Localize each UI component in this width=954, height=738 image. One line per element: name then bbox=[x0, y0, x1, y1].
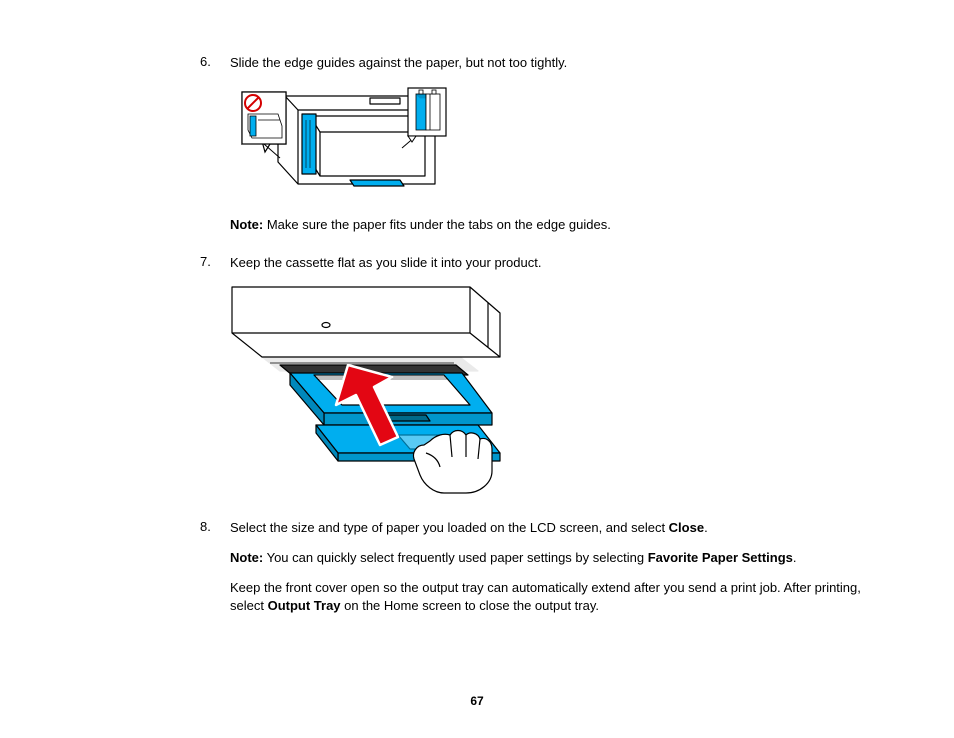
note-text-post: . bbox=[793, 550, 797, 565]
note-text: Make sure the paper fits under the tabs … bbox=[263, 217, 611, 232]
step-6: 6. Slide the edge guides against the pap… bbox=[200, 54, 864, 246]
para-bold: Output Tray bbox=[268, 598, 341, 613]
para-post: on the Home screen to close the output t… bbox=[341, 598, 599, 613]
figure-insert-cassette bbox=[230, 285, 864, 495]
step-7: 7. Keep the cassette flat as you slide i… bbox=[200, 254, 864, 510]
steps-list: 6. Slide the edge guides against the pap… bbox=[200, 54, 864, 625]
step-number: 7. bbox=[200, 254, 230, 510]
step-8: 8. Select the size and type of paper you… bbox=[200, 519, 864, 626]
step-6-note: Note: Make sure the paper fits under the… bbox=[230, 216, 864, 234]
step-number: 6. bbox=[200, 54, 230, 246]
figure-edge-guides bbox=[230, 84, 864, 200]
note-label: Note: bbox=[230, 217, 263, 232]
step-8-text-bold: Close bbox=[669, 520, 704, 535]
step-8-note: Note: You can quickly select frequently … bbox=[230, 549, 864, 567]
note-label: Note: bbox=[230, 550, 263, 565]
step-body: Keep the cassette flat as you slide it i… bbox=[230, 254, 864, 510]
page-number: 67 bbox=[0, 694, 954, 708]
step-8-text-pre: Select the size and type of paper you lo… bbox=[230, 520, 669, 535]
step-text: Keep the cassette flat as you slide it i… bbox=[230, 254, 864, 272]
step-body: Slide the edge guides against the paper,… bbox=[230, 54, 864, 246]
insert-cassette-illustration bbox=[230, 285, 510, 495]
edge-guides-illustration bbox=[230, 84, 450, 200]
step-8-para: Keep the front cover open so the output … bbox=[230, 579, 864, 615]
step-body: Select the size and type of paper you lo… bbox=[230, 519, 864, 626]
note-bold: Favorite Paper Settings bbox=[648, 550, 793, 565]
step-text: Slide the edge guides against the paper,… bbox=[230, 54, 864, 72]
step-text: Select the size and type of paper you lo… bbox=[230, 519, 864, 537]
note-text-pre: You can quickly select frequently used p… bbox=[263, 550, 647, 565]
step-number: 8. bbox=[200, 519, 230, 626]
document-page: 6. Slide the edge guides against the pap… bbox=[0, 0, 954, 663]
step-8-text-post: . bbox=[704, 520, 708, 535]
